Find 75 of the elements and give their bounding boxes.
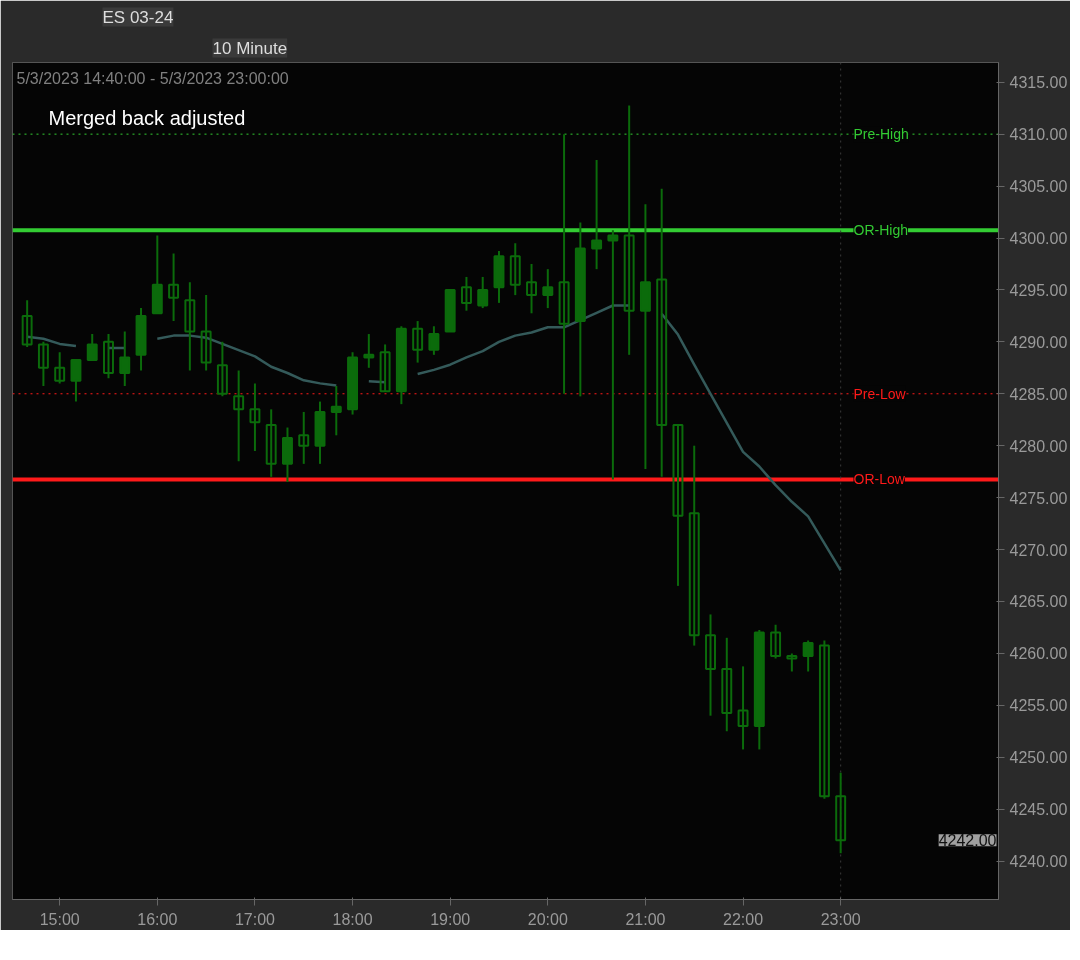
y-tick-label: 4270.00: [1009, 541, 1068, 559]
ref-line-label: OR-High: [853, 222, 908, 239]
chart-subtitle: 10 Minute: [212, 38, 288, 58]
candlestick: [477, 275, 489, 310]
y-tick-label: 4245.00: [1009, 801, 1068, 819]
candlestick: [460, 275, 472, 312]
ref-line-label: OR-Low: [853, 471, 906, 488]
y-tick-label: 4260.00: [1009, 645, 1068, 663]
candlestick: [770, 623, 782, 660]
y-tick-label: 4290.00: [1009, 333, 1068, 351]
candlestick: [265, 408, 277, 478]
candlestick: [428, 325, 440, 356]
x-tick-label: 18:00: [332, 910, 373, 928]
candlestick: [623, 104, 635, 356]
candlestick: [119, 330, 131, 387]
chart-title: ES 03-24: [102, 7, 174, 27]
annotation: Merged back adjusted: [48, 106, 246, 129]
candlestick: [168, 252, 180, 323]
candlestick: [412, 320, 424, 364]
candlestick: [639, 203, 651, 471]
x-tick-label: 16:00: [137, 910, 178, 928]
candlestick: [379, 343, 391, 393]
x-tick-label: 21:00: [625, 910, 666, 928]
y-tick-label: 4240.00: [1009, 853, 1068, 871]
candlestick: [363, 333, 375, 369]
candlestick: [835, 771, 847, 855]
candlestick: [216, 340, 228, 398]
candlestick: [298, 410, 310, 465]
y-tick-label: 4295.00: [1009, 281, 1068, 299]
annotation: 5/3/2023 14:40:00 - 5/3/2023 23:00:00: [16, 69, 289, 87]
candlestick: [200, 294, 212, 372]
candlestick: [103, 333, 114, 380]
candlestick: [802, 639, 814, 673]
ref-line-label: Pre-High: [853, 126, 909, 143]
x-tick-label: 23:00: [820, 910, 861, 928]
candlestick: [607, 229, 619, 481]
y-tick-label: 4305.00: [1009, 178, 1068, 196]
x-tick-label: 19:00: [430, 910, 471, 928]
candlestick: [542, 268, 554, 310]
candlestick: [249, 382, 261, 452]
candlestick: [233, 369, 245, 463]
candlestick: [688, 444, 700, 647]
x-tick-label: 22:00: [723, 910, 764, 928]
y-tick-label: 4250.00: [1009, 749, 1068, 767]
y-tick-label: 4280.00: [1009, 437, 1068, 455]
candlestick: [54, 351, 66, 385]
y-tick-label: 4255.00: [1009, 697, 1068, 715]
candlestick: [737, 665, 749, 751]
ref-line-label: Pre-Low: [853, 385, 907, 402]
candlestick: [184, 281, 196, 372]
x-tick-label: 20:00: [527, 910, 568, 928]
candlestick: [818, 639, 830, 800]
y-tick-label: 4285.00: [1009, 385, 1068, 403]
y-tick-label: 4275.00: [1009, 489, 1068, 507]
x-tick-label: 15:00: [39, 910, 80, 928]
candlestick: [37, 340, 49, 387]
annotation: 4242.00: [938, 832, 997, 850]
candlestick: [330, 384, 342, 437]
candlestick: [656, 187, 668, 478]
y-tick-label: 4265.00: [1009, 593, 1068, 611]
candlestick: [558, 133, 570, 395]
candlestick: [705, 613, 716, 717]
candlestick: [526, 262, 538, 315]
candlestick: [672, 423, 684, 587]
y-tick-label: 4310.00: [1009, 126, 1068, 144]
candlestick: [509, 242, 521, 297]
candlestick: [591, 159, 603, 271]
candlestick: [786, 652, 798, 673]
y-tick-label: 4300.00: [1009, 230, 1068, 247]
candlestick: [70, 359, 82, 403]
x-tick-label: 17:00: [234, 910, 276, 928]
candlestick: [21, 299, 33, 349]
candlestick: [721, 636, 733, 733]
y-tick-label: 4315.00: [1009, 74, 1068, 92]
candlestick: [86, 333, 98, 362]
